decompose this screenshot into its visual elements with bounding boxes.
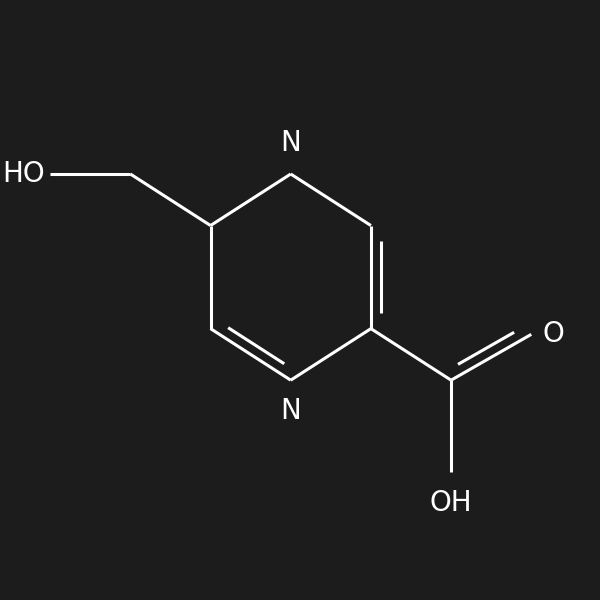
Text: HO: HO xyxy=(2,160,44,188)
Text: N: N xyxy=(280,397,301,425)
Text: OH: OH xyxy=(430,489,472,517)
Text: O: O xyxy=(543,320,565,349)
Text: N: N xyxy=(280,129,301,157)
